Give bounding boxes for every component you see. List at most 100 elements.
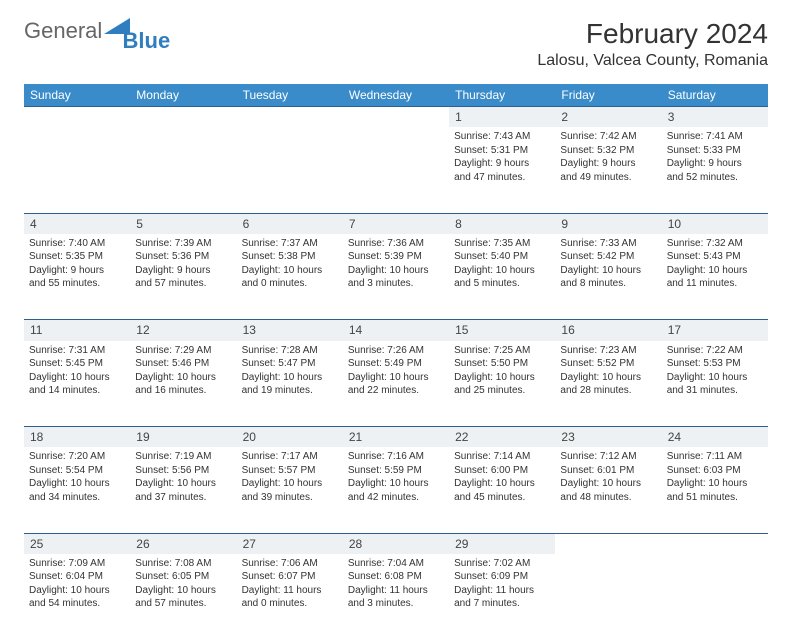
day-cell-line: Sunset: 5:35 PM (29, 250, 125, 264)
day-cell: Sunrise: 7:31 AMSunset: 5:45 PMDaylight:… (24, 341, 130, 427)
day-cell-line: Sunset: 5:54 PM (29, 464, 125, 478)
day-number-cell: 2 (555, 107, 661, 128)
day-cell-line: Daylight: 10 hours (454, 371, 550, 385)
day-cell (24, 127, 130, 213)
day-cell-line: and 14 minutes. (29, 384, 125, 398)
day-cell-line: Sunrise: 7:36 AM (348, 237, 444, 251)
day-number-cell: 28 (343, 533, 449, 554)
day-cell-line: Sunrise: 7:02 AM (454, 557, 550, 571)
day-cell-line: Sunrise: 7:43 AM (454, 130, 550, 144)
day-cell (662, 554, 768, 640)
day-cell-line: Sunset: 6:03 PM (667, 464, 763, 478)
day-cell-line: Sunrise: 7:29 AM (135, 344, 231, 358)
day-cell: Sunrise: 7:40 AMSunset: 5:35 PMDaylight:… (24, 234, 130, 320)
day-cell-line: Daylight: 9 hours (29, 264, 125, 278)
day-cell-line: Sunset: 5:49 PM (348, 357, 444, 371)
day-cell-line: and 7 minutes. (454, 597, 550, 611)
day-cell-line: and 57 minutes. (135, 277, 231, 291)
day-cell-line: Daylight: 9 hours (135, 264, 231, 278)
day-cell-line: Daylight: 10 hours (135, 584, 231, 598)
day-number-cell: 27 (237, 533, 343, 554)
day-number-row: 18192021222324 (24, 427, 768, 448)
logo: General Blue (24, 18, 188, 44)
day-cell-line: Daylight: 10 hours (242, 264, 338, 278)
day-cell-line: Sunrise: 7:40 AM (29, 237, 125, 251)
day-cell-line: Sunrise: 7:12 AM (560, 450, 656, 464)
day-number-cell: 24 (662, 427, 768, 448)
day-cell-line: Daylight: 10 hours (135, 371, 231, 385)
day-cell-line: and 0 minutes. (242, 597, 338, 611)
day-cell-line: Daylight: 10 hours (667, 371, 763, 385)
day-cell-line: and 25 minutes. (454, 384, 550, 398)
day-number-cell: 8 (449, 213, 555, 234)
day-number-cell: 1 (449, 107, 555, 128)
day-cell-line: and 3 minutes. (348, 597, 444, 611)
day-cell-line: and 19 minutes. (242, 384, 338, 398)
day-number-cell: 4 (24, 213, 130, 234)
day-cell: Sunrise: 7:32 AMSunset: 5:43 PMDaylight:… (662, 234, 768, 320)
day-cell (555, 554, 661, 640)
day-cell: Sunrise: 7:25 AMSunset: 5:50 PMDaylight:… (449, 341, 555, 427)
day-detail-row: Sunrise: 7:43 AMSunset: 5:31 PMDaylight:… (24, 127, 768, 213)
day-cell-line: Sunrise: 7:42 AM (560, 130, 656, 144)
day-number-cell: 16 (555, 320, 661, 341)
day-number-cell: 23 (555, 427, 661, 448)
day-detail-row: Sunrise: 7:40 AMSunset: 5:35 PMDaylight:… (24, 234, 768, 320)
day-cell-line: Sunrise: 7:14 AM (454, 450, 550, 464)
day-cell-line: Sunrise: 7:33 AM (560, 237, 656, 251)
day-cell-line: Daylight: 11 hours (242, 584, 338, 598)
day-cell (237, 127, 343, 213)
day-number-cell: 29 (449, 533, 555, 554)
day-cell: Sunrise: 7:37 AMSunset: 5:38 PMDaylight:… (237, 234, 343, 320)
day-number-cell (343, 107, 449, 128)
day-number-cell: 10 (662, 213, 768, 234)
day-cell-line: Daylight: 10 hours (29, 477, 125, 491)
day-cell-line: Sunset: 5:38 PM (242, 250, 338, 264)
day-cell: Sunrise: 7:12 AMSunset: 6:01 PMDaylight:… (555, 447, 661, 533)
day-cell-line: Sunrise: 7:28 AM (242, 344, 338, 358)
day-cell-line: and 48 minutes. (560, 491, 656, 505)
day-cell-line: Sunset: 5:42 PM (560, 250, 656, 264)
day-cell-line: Sunrise: 7:25 AM (454, 344, 550, 358)
day-cell: Sunrise: 7:19 AMSunset: 5:56 PMDaylight:… (130, 447, 236, 533)
day-number-cell (662, 533, 768, 554)
day-cell-line: Daylight: 10 hours (560, 477, 656, 491)
day-number-cell: 20 (237, 427, 343, 448)
day-cell-line: Sunset: 6:09 PM (454, 570, 550, 584)
day-number-row: 123 (24, 107, 768, 128)
day-header: Thursday (449, 84, 555, 107)
day-cell-line: Daylight: 9 hours (560, 157, 656, 171)
day-cell-line: and 8 minutes. (560, 277, 656, 291)
day-header: Monday (130, 84, 236, 107)
day-cell-line: Daylight: 11 hours (348, 584, 444, 598)
day-cell: Sunrise: 7:14 AMSunset: 6:00 PMDaylight:… (449, 447, 555, 533)
day-cell-line: and 42 minutes. (348, 491, 444, 505)
day-cell: Sunrise: 7:26 AMSunset: 5:49 PMDaylight:… (343, 341, 449, 427)
day-cell-line: Sunset: 5:39 PM (348, 250, 444, 264)
day-cell-line: Sunrise: 7:20 AM (29, 450, 125, 464)
day-cell-line: Daylight: 10 hours (560, 371, 656, 385)
day-number-cell: 7 (343, 213, 449, 234)
day-number-cell: 17 (662, 320, 768, 341)
day-cell-line: Daylight: 10 hours (348, 371, 444, 385)
day-cell-line: Sunrise: 7:06 AM (242, 557, 338, 571)
day-cell-line: and 31 minutes. (667, 384, 763, 398)
day-cell-line: and 34 minutes. (29, 491, 125, 505)
day-number-cell (130, 107, 236, 128)
day-cell-line: Daylight: 10 hours (348, 264, 444, 278)
day-number-cell: 6 (237, 213, 343, 234)
day-cell-line: Sunset: 6:04 PM (29, 570, 125, 584)
day-cell-line: Daylight: 10 hours (560, 264, 656, 278)
day-cell-line: Daylight: 10 hours (348, 477, 444, 491)
day-cell-line: Sunrise: 7:31 AM (29, 344, 125, 358)
day-cell: Sunrise: 7:16 AMSunset: 5:59 PMDaylight:… (343, 447, 449, 533)
day-cell-line: Sunset: 5:40 PM (454, 250, 550, 264)
day-number-cell: 12 (130, 320, 236, 341)
day-header: Sunday (24, 84, 130, 107)
day-cell: Sunrise: 7:35 AMSunset: 5:40 PMDaylight:… (449, 234, 555, 320)
day-cell-line: Daylight: 10 hours (29, 371, 125, 385)
day-cell-line: and 5 minutes. (454, 277, 550, 291)
header: General Blue February 2024 Lalosu, Valce… (24, 18, 768, 70)
day-cell-line: Daylight: 10 hours (135, 477, 231, 491)
day-cell: Sunrise: 7:39 AMSunset: 5:36 PMDaylight:… (130, 234, 236, 320)
